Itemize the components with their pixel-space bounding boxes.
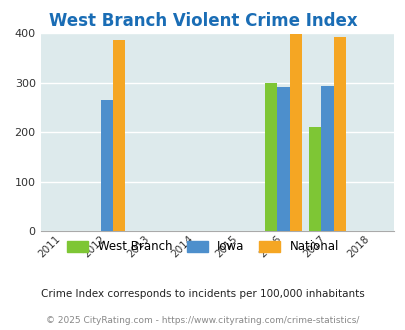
Bar (308, 127, 321, 231)
Bar (277, 87, 289, 231)
Legend: West Branch, Iowa, National: West Branch, Iowa, National (62, 236, 343, 258)
Bar (333, 37, 345, 231)
Bar (289, 34, 301, 231)
Bar (100, 100, 113, 231)
Text: © 2025 CityRating.com - https://www.cityrating.com/crime-statistics/: © 2025 CityRating.com - https://www.city… (46, 315, 359, 325)
Bar (113, 41, 125, 231)
Bar (264, 82, 277, 231)
Text: Crime Index corresponds to incidents per 100,000 inhabitants: Crime Index corresponds to incidents per… (41, 289, 364, 299)
Bar (321, 86, 333, 231)
Text: West Branch Violent Crime Index: West Branch Violent Crime Index (49, 12, 356, 30)
